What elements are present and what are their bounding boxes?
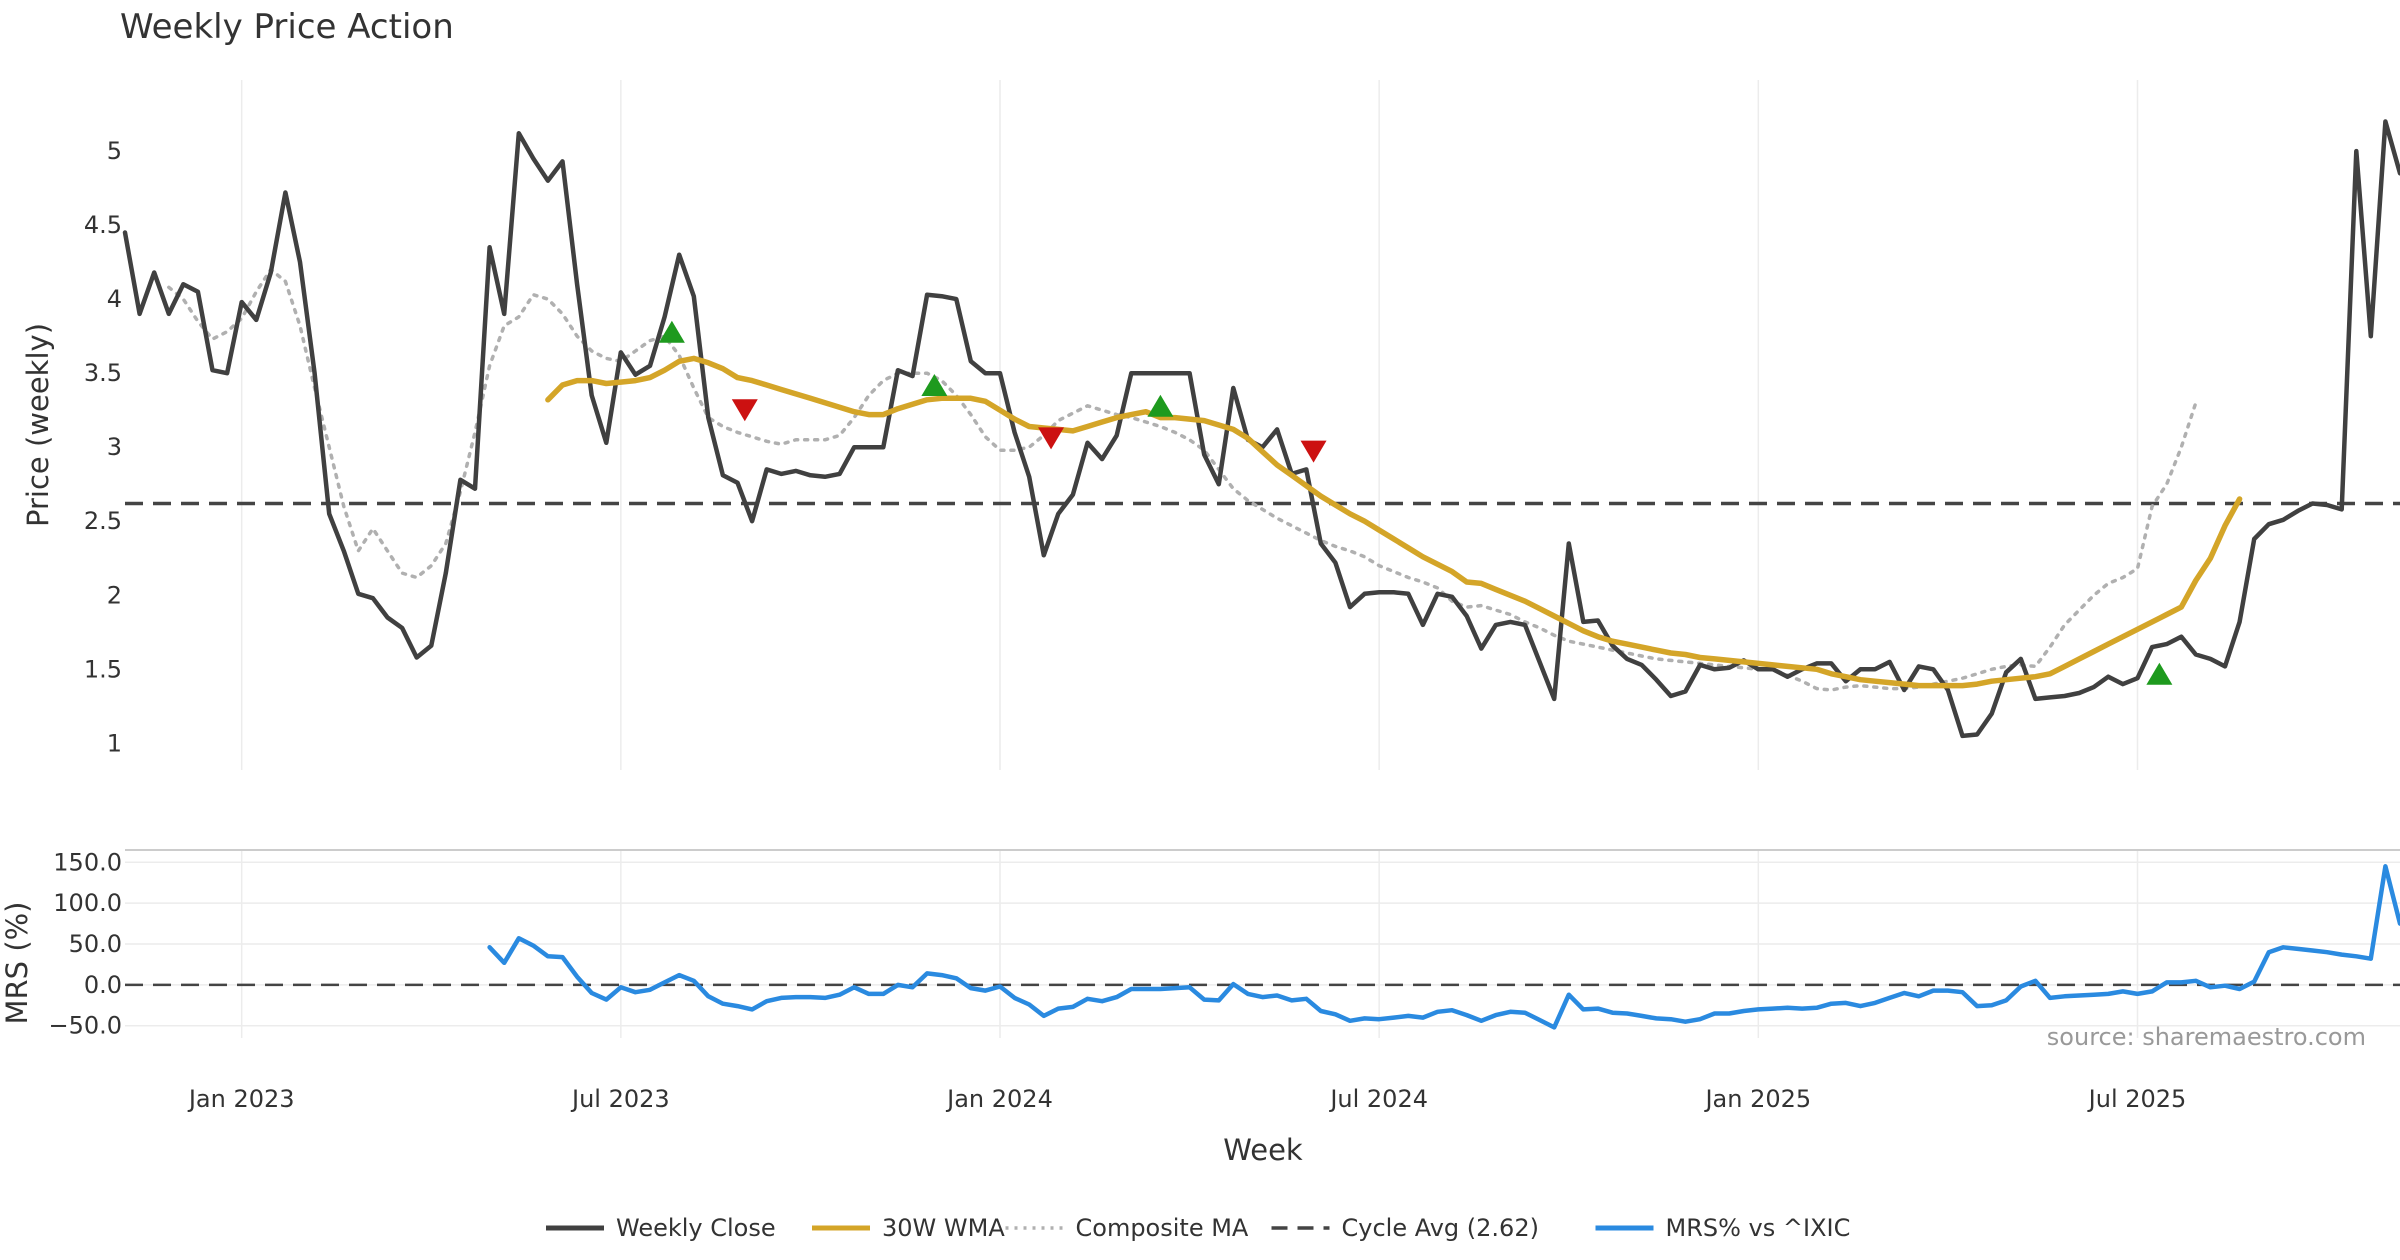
mrs-panel	[125, 864, 2400, 1030]
x-axis-title: Week	[1223, 1133, 1303, 1167]
price-y-tick-label: 1.5	[84, 655, 122, 683]
price-y-tick-label: 2	[107, 581, 122, 609]
price-y-tick-label: 4	[107, 285, 122, 313]
source-note: source: sharemaestro.com	[2047, 1023, 2366, 1051]
buy-signal-marker	[2146, 662, 2173, 685]
wma-30w-line	[545, 355, 2243, 689]
price-y-tick-label: 3.5	[84, 359, 122, 387]
sell-signal-marker	[1038, 427, 1065, 450]
price-y-tick-label: 4.5	[84, 211, 122, 239]
mrs-y-tick-label: −50.0	[48, 1012, 122, 1040]
legend-label: Composite MA	[1076, 1214, 1249, 1242]
x-tick-label: Jan 2025	[1703, 1085, 1811, 1113]
price-y-tick-label: 2.5	[84, 507, 122, 535]
mrs-y-tick-label: 100.0	[53, 889, 122, 917]
sell-signal-marker	[731, 399, 758, 422]
grid-layer	[125, 80, 2400, 1038]
sell-signal-marker	[1300, 440, 1327, 463]
weekly-close-line	[122, 119, 2400, 739]
buy-signal-marker	[921, 374, 948, 397]
x-tick-label: Jul 2024	[1328, 1085, 1428, 1113]
x-tick-label: Jul 2025	[2087, 1085, 2187, 1113]
x-tick-label: Jan 2024	[945, 1085, 1053, 1113]
mrs-line	[487, 864, 2400, 1030]
buy-signal-marker	[658, 320, 685, 343]
x-tick-label: Jul 2023	[570, 1085, 670, 1113]
axes: Jan 2023 Jul 2023 Jan 2024 Jul 2024 Jan 2025…	[48, 137, 2186, 1113]
legend-label: 30W WMA	[882, 1214, 1005, 1242]
legend: Weekly Close 30W WMA Composite MA Cycle Avg…	[546, 1214, 1850, 1242]
buy-signal-marker	[1147, 394, 1174, 417]
mrs-y-tick-label: 0.0	[84, 971, 122, 999]
legend-label: MRS% vs ^IXIC	[1666, 1214, 1851, 1242]
x-tick-label: Jan 2023	[187, 1085, 295, 1113]
mrs-y-tick-label: 150.0	[53, 848, 122, 876]
composite-ma-line	[167, 267, 2198, 692]
price-y-tick-label: 1	[107, 729, 122, 757]
price-y-tick-label: 3	[107, 433, 122, 461]
price-axis-title: Price (weekly)	[21, 323, 55, 527]
price-y-tick-label: 5	[107, 137, 122, 165]
chart-title: Weekly Price Action	[120, 7, 454, 47]
mrs-y-tick-label: 50.0	[69, 930, 122, 958]
legend-label: Cycle Avg (2.62)	[1342, 1214, 1539, 1242]
mrs-axis-title: MRS (%)	[0, 902, 34, 1025]
price-panel	[122, 119, 2400, 739]
legend-label: Weekly Close	[616, 1214, 776, 1242]
